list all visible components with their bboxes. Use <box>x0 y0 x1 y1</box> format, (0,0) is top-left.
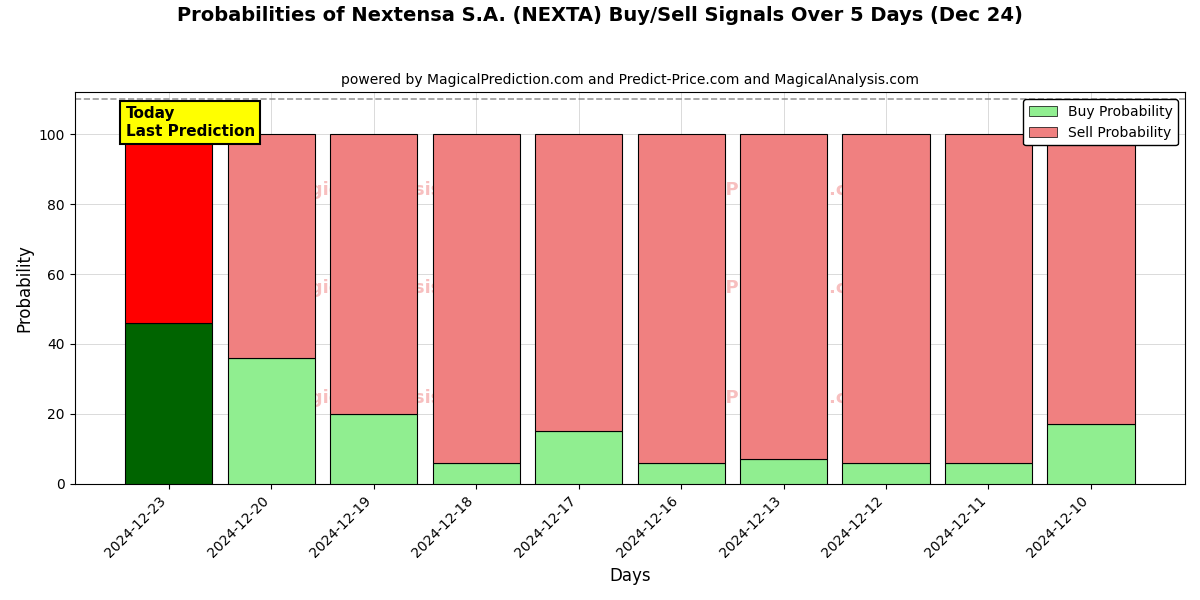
Bar <box>637 134 725 463</box>
Text: Probabilities of Nextensa S.A. (NEXTA) Buy/Sell Signals Over 5 Days (Dec 24): Probabilities of Nextensa S.A. (NEXTA) B… <box>178 6 1022 25</box>
Bar <box>432 463 520 484</box>
Bar <box>842 134 930 463</box>
Y-axis label: Probability: Probability <box>16 244 34 332</box>
X-axis label: Days: Days <box>610 567 650 585</box>
Text: Today
Last Prediction: Today Last Prediction <box>126 106 254 139</box>
Title: powered by MagicalPrediction.com and Predict-Price.com and MagicalAnalysis.com: powered by MagicalPrediction.com and Pre… <box>341 73 919 87</box>
Bar <box>228 358 314 484</box>
Legend: Buy Probability, Sell Probability: Buy Probability, Sell Probability <box>1024 99 1178 145</box>
Bar <box>944 463 1032 484</box>
Text: MagicalPrediction.com: MagicalPrediction.com <box>648 389 878 407</box>
Bar <box>842 463 930 484</box>
Bar <box>637 463 725 484</box>
Bar <box>535 134 622 431</box>
Bar <box>1048 424 1134 484</box>
Bar <box>330 414 418 484</box>
Bar <box>330 134 418 414</box>
Text: MagicalAnalysis.com: MagicalAnalysis.com <box>281 389 491 407</box>
Bar <box>228 134 314 358</box>
Bar <box>125 323 212 484</box>
Text: MagicalAnalysis.com: MagicalAnalysis.com <box>281 279 491 297</box>
Bar <box>125 134 212 323</box>
Text: MagicalAnalysis.com: MagicalAnalysis.com <box>281 181 491 199</box>
Text: MagicalPrediction.com: MagicalPrediction.com <box>648 181 878 199</box>
Bar <box>535 431 622 484</box>
Text: MagicalPrediction.com: MagicalPrediction.com <box>648 279 878 297</box>
Bar <box>740 460 827 484</box>
Bar <box>1048 134 1134 424</box>
Bar <box>740 134 827 460</box>
Bar <box>944 134 1032 463</box>
Bar <box>432 134 520 463</box>
